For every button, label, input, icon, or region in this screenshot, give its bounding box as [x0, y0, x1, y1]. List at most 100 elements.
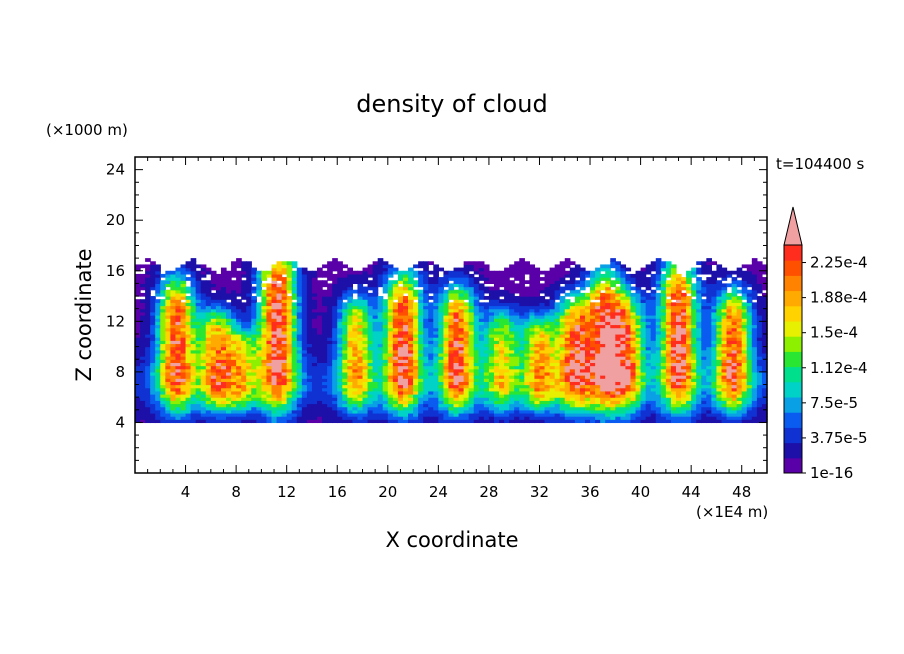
heatmap-cell	[438, 302, 445, 307]
heatmap-cell	[559, 356, 566, 360]
heatmap-cell	[483, 403, 490, 408]
heatmap-cell	[180, 419, 187, 424]
heatmap-cell	[185, 403, 192, 408]
heatmap-cell	[205, 330, 212, 335]
heatmap-cell	[402, 327, 409, 332]
heatmap-cell	[317, 371, 323, 376]
heatmap-cell	[332, 368, 338, 373]
heatmap-cell	[468, 315, 475, 319]
heatmap-cell	[266, 394, 273, 398]
heatmap-cell	[291, 409, 298, 414]
heatmap-cell	[493, 346, 500, 351]
heatmap-cell	[635, 327, 642, 332]
heatmap-cell	[579, 333, 586, 338]
heatmap-cell	[463, 397, 470, 401]
heatmap-cell	[493, 394, 500, 398]
heatmap-cell	[630, 394, 637, 398]
heatmap-cell	[200, 378, 207, 382]
heatmap-cell	[574, 273, 581, 278]
heatmap-cell	[630, 280, 637, 284]
heatmap-cell	[493, 371, 500, 376]
heatmap-cell	[246, 394, 252, 398]
heatmap-cell	[554, 394, 561, 398]
heatmap-cell	[534, 397, 541, 401]
heatmap-cell	[306, 346, 313, 351]
heatmap-cell	[261, 283, 268, 288]
heatmap-cell	[473, 299, 480, 303]
heatmap-cell	[509, 264, 515, 269]
heatmap-cell	[574, 375, 581, 379]
heatmap-cell	[483, 384, 490, 389]
heatmap-cell	[175, 403, 182, 408]
heatmap-cell	[428, 403, 434, 408]
heatmap-cell	[595, 280, 601, 284]
heatmap-cell	[357, 289, 364, 294]
heatmap-cell	[397, 359, 404, 363]
heatmap-cell	[418, 305, 424, 310]
heatmap-cell	[190, 273, 197, 278]
heatmap-cell	[584, 343, 591, 348]
heatmap-cell	[590, 311, 596, 316]
heatmap-cell	[160, 352, 166, 357]
heatmap-cell	[155, 324, 161, 329]
heatmap-cell	[271, 403, 278, 408]
heatmap-cell	[246, 330, 252, 335]
heatmap-cell	[170, 270, 177, 275]
heatmap-cell	[418, 283, 424, 288]
heatmap-cell	[256, 384, 262, 389]
heatmap-cell	[423, 333, 429, 338]
heatmap-cell	[175, 365, 182, 370]
heatmap-cell	[448, 352, 455, 357]
heatmap-cell	[539, 394, 546, 398]
heatmap-cell	[610, 321, 616, 326]
heatmap-cell	[327, 346, 333, 351]
heatmap-cell	[150, 403, 156, 408]
heatmap-cell	[337, 403, 343, 408]
heatmap-cell	[382, 406, 389, 411]
heatmap-cell	[448, 286, 455, 291]
heatmap-cell	[402, 381, 409, 386]
heatmap-cell	[387, 280, 394, 284]
heatmap-cell	[544, 318, 551, 322]
heatmap-cell	[231, 270, 237, 275]
heatmap-cell	[524, 337, 530, 341]
heatmap-cell	[286, 419, 293, 424]
heatmap-cell	[160, 375, 166, 379]
heatmap-cell	[372, 368, 379, 373]
heatmap-cell	[226, 400, 232, 405]
heatmap-cell	[423, 299, 429, 303]
heatmap-cell	[322, 333, 328, 338]
heatmap-cell	[534, 371, 541, 376]
heatmap-cell	[554, 333, 561, 338]
heatmap-cell	[625, 352, 632, 357]
heatmap-cell	[549, 349, 556, 354]
heatmap-cell	[630, 273, 637, 278]
heatmap-cell	[190, 349, 197, 354]
heatmap-cell	[170, 409, 177, 414]
heatmap-cell	[590, 400, 596, 405]
heatmap-cell	[595, 371, 601, 376]
heatmap-cell	[569, 359, 576, 363]
heatmap-cell	[519, 277, 525, 281]
heatmap-cell	[215, 337, 222, 341]
heatmap-cell	[590, 346, 596, 351]
heatmap-cell	[190, 258, 197, 262]
heatmap-cell	[635, 333, 642, 338]
heatmap-cell	[140, 371, 146, 376]
heatmap-cell	[549, 362, 556, 367]
heatmap-cell	[554, 406, 561, 411]
heatmap-cell	[155, 349, 161, 354]
heatmap-cell	[145, 416, 151, 420]
heatmap-cell	[625, 378, 632, 382]
heatmap-cell	[296, 387, 303, 392]
heatmap-cell	[539, 406, 546, 411]
heatmap-cell	[296, 412, 303, 417]
heatmap-cell	[554, 409, 561, 414]
heatmap-cell	[559, 412, 566, 417]
heatmap-cell	[387, 330, 394, 335]
heatmap-cell	[347, 280, 354, 284]
heatmap-cell	[306, 362, 313, 367]
heatmap-cell	[342, 409, 348, 414]
heatmap-cell	[549, 299, 556, 303]
heatmap-cell	[640, 311, 647, 316]
